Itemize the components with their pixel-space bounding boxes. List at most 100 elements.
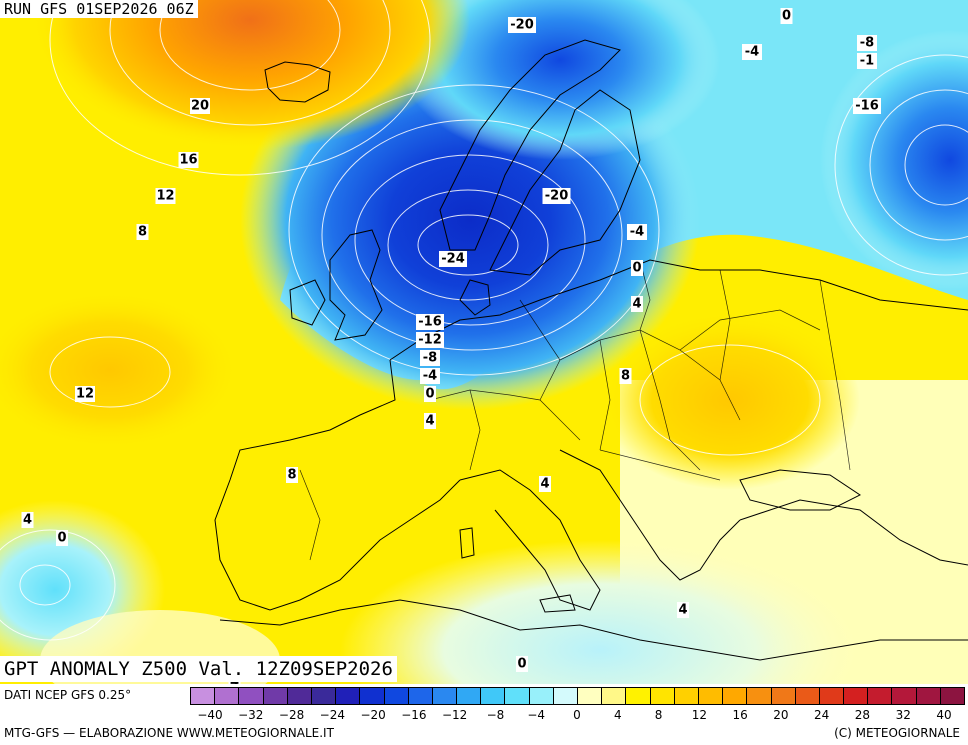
contour-label: 4 [21, 512, 34, 528]
colorbar-swatch [697, 687, 724, 705]
colorbar-swatch [794, 687, 820, 705]
colorbar-swatch [867, 687, 893, 705]
colorbar-tick-label: −8 [486, 708, 505, 722]
coast-italy [459, 469, 601, 611]
contour-label: -16 [853, 98, 881, 114]
contour-label: 0 [516, 656, 528, 672]
colorbar-swatch [601, 687, 627, 705]
svg-text:12: 12 [156, 189, 174, 204]
svg-text:12: 12 [76, 387, 94, 402]
colorbar-tick-label: 4 [613, 708, 622, 722]
colorbar-swatch [214, 687, 240, 705]
colorbar-swatch [673, 687, 699, 705]
contour-label: 0 [631, 260, 643, 276]
colorbar-swatch [722, 687, 748, 705]
coast-sardinia [459, 527, 475, 559]
contour-label: 16 [178, 152, 199, 168]
isolines [0, 0, 968, 641]
coast-france-iberia [214, 359, 461, 611]
contour-label: -8 [857, 35, 877, 51]
contour-label: -8 [420, 350, 440, 366]
colorbar-tick-label: −24 [319, 708, 345, 722]
colorbar-swatch [843, 687, 869, 705]
svg-text:-4: -4 [745, 45, 759, 60]
colorbar-swatch [939, 687, 965, 705]
svg-text:-8: -8 [423, 351, 437, 366]
anomaly-map: -20 -20 -24 -16 -12 -8 -4 0 4 8 4 0 -4 0 -4 4 -8 -1 -16 20 1… [0, 0, 968, 684]
contour-label: -20 [542, 188, 571, 204]
country-borders [299, 259, 851, 561]
svg-text:-4: -4 [423, 369, 437, 384]
credit-right: (C) METEOGIORNALE [834, 726, 960, 740]
colorbar-tick-label: 16 [732, 708, 748, 722]
contour-label: 0 [56, 530, 68, 546]
svg-text:-24: -24 [441, 252, 465, 267]
colorbar-swatch [504, 687, 530, 705]
svg-text:0: 0 [57, 531, 66, 546]
colorbar-swatch [286, 687, 312, 705]
colorbar-swatch [480, 687, 506, 705]
contour-label: -20 [508, 17, 536, 33]
colorbar-tick-label: −20 [360, 708, 386, 722]
svg-text:20: 20 [191, 99, 209, 114]
colorbar-tick-label: 28 [854, 708, 871, 722]
svg-text:4: 4 [632, 297, 641, 312]
svg-text:-1: -1 [860, 54, 874, 69]
contour-label: 8 [619, 368, 632, 384]
colorbar-swatch [770, 687, 796, 705]
svg-text:0: 0 [632, 261, 641, 276]
data-source-label: DATI NCEP GFS 0.25° [4, 688, 132, 702]
footer: DATI NCEP GFS 0.25° −40 −32 −28 −24 −20 −16 −1… [0, 684, 968, 745]
svg-text:4: 4 [23, 513, 32, 528]
colorbar-swatch [649, 687, 675, 705]
svg-text:0: 0 [782, 9, 791, 24]
colorbar-swatch [577, 687, 603, 705]
contour-label: -4 [627, 224, 647, 240]
contour-label: 4 [539, 476, 551, 492]
contour-label: 8 [136, 224, 149, 240]
contour-label: 0 [780, 8, 793, 24]
field-orange-iceland [30, 0, 470, 150]
contour-label: -1 [857, 53, 877, 69]
colorbar-swatch [746, 687, 772, 705]
coast-continent-north [389, 259, 968, 361]
colorbar-swatch [335, 687, 361, 705]
svg-text:16: 16 [179, 153, 197, 168]
contour-label: 0 [424, 386, 436, 402]
svg-text:-4: -4 [630, 225, 644, 240]
contour-label: 12 [155, 188, 176, 204]
colorbar-swatch [359, 687, 385, 705]
svg-text:4: 4 [540, 477, 549, 492]
colorbar-tick-label: 12 [691, 708, 707, 722]
coast-north-africa [219, 599, 968, 661]
colorbar-tick-label: −32 [238, 708, 264, 722]
colorbar-tick-label: 0 [573, 708, 581, 722]
contour-label: 20 [190, 98, 210, 114]
colorbar-tick-label: 8 [654, 708, 663, 722]
contour-label: 4 [631, 296, 643, 312]
field-orange-atlantic [0, 290, 240, 450]
contour-label: 12 [75, 386, 95, 402]
svg-text:8: 8 [287, 468, 296, 483]
coast-balkans-greece [559, 449, 741, 581]
colorbar-swatch [891, 687, 917, 705]
colorbar-tick-label: −40 [197, 708, 223, 722]
svg-text:-20: -20 [545, 189, 569, 204]
coast-sweden-finland [489, 89, 641, 276]
colorbar [190, 687, 965, 705]
colorbar-swatch [407, 687, 433, 705]
colorbar-ticks: −40 −32 −28 −24 −20 −16 −12 −8 −4 0 4 8 12 16 20 24 28 32… [190, 708, 964, 724]
svg-text:8: 8 [621, 369, 630, 384]
coast-turkey [739, 499, 968, 566]
colorbar-swatch [818, 687, 845, 705]
coastlines [214, 39, 968, 661]
field-pale-south [340, 540, 860, 684]
svg-text:-16: -16 [418, 315, 442, 330]
coast-sicily [539, 594, 576, 613]
contour-label: -4 [420, 368, 440, 384]
map-title: GPT ANOMALY Z500 Val. 12Z09SEP2026 [0, 656, 397, 682]
coast-denmark [459, 279, 491, 316]
coast-iceland [264, 61, 331, 103]
colorbar-tick-label: 20 [773, 708, 789, 722]
colorbar-swatch [625, 687, 651, 705]
